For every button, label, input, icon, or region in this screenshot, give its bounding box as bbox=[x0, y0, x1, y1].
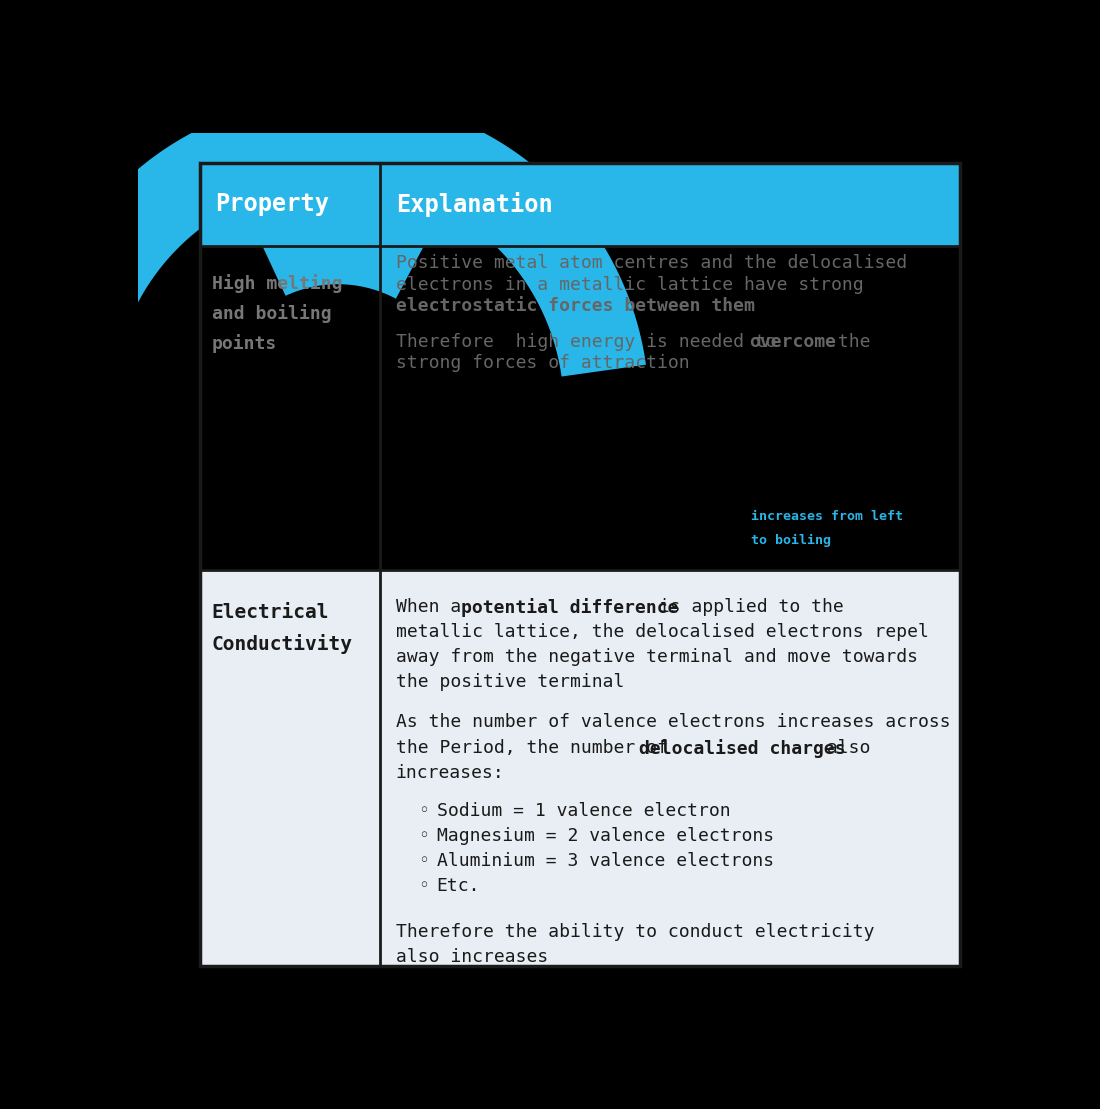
Text: ◦: ◦ bbox=[418, 852, 429, 871]
Text: delocalised charges: delocalised charges bbox=[638, 739, 845, 757]
Polygon shape bbox=[210, 599, 333, 886]
Text: Etc.: Etc. bbox=[437, 877, 481, 895]
Bar bbox=[200, 570, 960, 966]
Text: Positive metal atom centres and the delocalised: Positive metal atom centres and the delo… bbox=[396, 254, 906, 273]
Text: overcome: overcome bbox=[749, 333, 836, 350]
Text: strong forces of attraction: strong forces of attraction bbox=[396, 354, 690, 373]
Text: Electrical
Conductivity: Electrical Conductivity bbox=[211, 603, 353, 653]
Text: metallic lattice, the delocalised electrons repel: metallic lattice, the delocalised electr… bbox=[396, 623, 928, 641]
Text: the positive terminal: the positive terminal bbox=[396, 673, 624, 691]
Text: electrostatic forces between them: electrostatic forces between them bbox=[396, 297, 755, 315]
Polygon shape bbox=[26, 96, 646, 472]
Text: increases:: increases: bbox=[396, 764, 505, 782]
Text: also increases: also increases bbox=[396, 948, 548, 966]
Text: Aluminium = 3 valence electrons: Aluminium = 3 valence electrons bbox=[437, 852, 774, 871]
Text: the Period, the number of: the Period, the number of bbox=[396, 739, 679, 756]
Polygon shape bbox=[255, 212, 430, 298]
Text: When a: When a bbox=[396, 598, 472, 615]
Text: also: also bbox=[816, 739, 870, 756]
Text: Therefore the ability to conduct electricity: Therefore the ability to conduct electri… bbox=[396, 923, 874, 940]
Bar bbox=[200, 163, 960, 246]
Text: Magnesium = 2 valence electrons: Magnesium = 2 valence electrons bbox=[437, 827, 774, 845]
Text: High melting
and boiling
points: High melting and boiling points bbox=[211, 274, 342, 354]
Text: away from the negative terminal and move towards: away from the negative terminal and move… bbox=[396, 648, 917, 667]
Text: the: the bbox=[827, 333, 871, 350]
Text: potential difference: potential difference bbox=[461, 598, 679, 617]
Text: to boiling: to boiling bbox=[751, 533, 832, 547]
Text: increases from left: increases from left bbox=[751, 510, 903, 523]
Text: Property: Property bbox=[216, 192, 329, 216]
Text: ◦: ◦ bbox=[418, 827, 429, 845]
Text: electrons in a metallic lattice have strong: electrons in a metallic lattice have str… bbox=[396, 276, 864, 294]
Polygon shape bbox=[255, 191, 309, 230]
Text: Explanation: Explanation bbox=[396, 192, 552, 217]
Text: Therefore  high energy is needed to: Therefore high energy is needed to bbox=[396, 333, 788, 350]
Text: is applied to the: is applied to the bbox=[648, 598, 844, 615]
Bar bbox=[200, 163, 960, 966]
Bar bbox=[200, 246, 960, 570]
Text: Sodium = 1 valence electron: Sodium = 1 valence electron bbox=[437, 802, 730, 820]
Text: ◦: ◦ bbox=[418, 877, 429, 895]
Text: ◦: ◦ bbox=[418, 802, 429, 820]
Text: As the number of valence electrons increases across: As the number of valence electrons incre… bbox=[396, 713, 950, 732]
Polygon shape bbox=[0, 397, 43, 472]
